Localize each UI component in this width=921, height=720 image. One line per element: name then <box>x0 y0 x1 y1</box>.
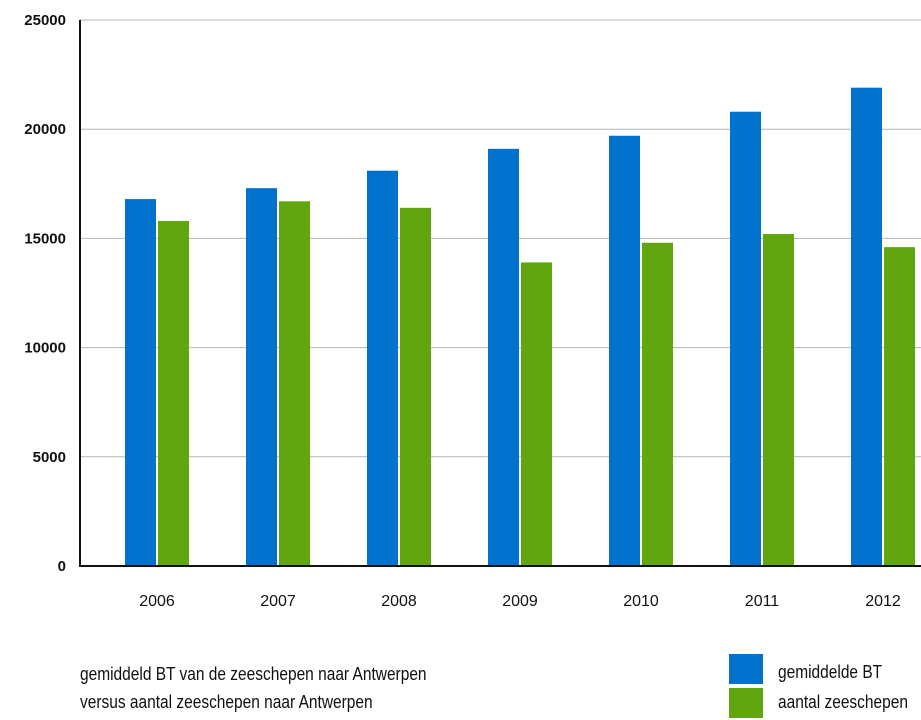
bar-aantal-zeeschepen-2012 <box>884 247 915 567</box>
y-tick-label: 25000 <box>24 12 66 29</box>
bar-gemiddelde-bt-2012 <box>851 87 882 566</box>
bar-aantal-zeeschepen-2009 <box>521 262 552 566</box>
axes <box>79 20 921 567</box>
x-tick-label: 2007 <box>260 593 296 610</box>
bar-aantal-zeeschepen-2010 <box>642 242 673 566</box>
y-tick-label: 10000 <box>24 340 66 357</box>
bar-aantal-zeeschepen-2011 <box>763 234 794 567</box>
legend-label-aantal-zeeschepen: aantal zeeschepen <box>778 692 908 712</box>
x-tick-label: 2010 <box>623 593 659 610</box>
bar-aantal-zeeschepen-2008 <box>400 207 431 566</box>
chart-caption-line-2: versus aantal zeeschepen naar Antwerpen <box>80 692 373 712</box>
legend-swatch-aantal-zeeschepen <box>729 688 763 718</box>
y-tick-label: 5000 <box>33 449 66 466</box>
x-tick-label: 2006 <box>139 593 175 610</box>
x-tick-label: 2008 <box>381 593 417 610</box>
bar-gemiddelde-bt-2007 <box>246 188 277 566</box>
chart-caption-line-1: gemiddeld BT van de zeeschepen naar Antw… <box>80 664 427 684</box>
x-tick-label: 2009 <box>502 593 538 610</box>
y-tick-labels: 0 5000 10000 15000 20000 25000 <box>24 12 66 575</box>
bar-gemiddelde-bt-2008 <box>367 170 398 567</box>
y-tick-label: 15000 <box>24 230 66 247</box>
y-tick-label: 20000 <box>24 121 66 138</box>
bar-aantal-zeeschepen-2006 <box>158 220 189 567</box>
x-tick-label: 2012 <box>865 593 901 610</box>
y-tick-label: 0 <box>58 558 66 575</box>
legend-swatch-gemiddelde-bt <box>729 654 763 684</box>
x-tick-label: 2011 <box>745 593 780 610</box>
bars <box>125 87 915 567</box>
bar-gemiddelde-bt-2009 <box>488 148 519 566</box>
bar-gemiddelde-bt-2011 <box>730 111 761 566</box>
legend-label-gemiddelde-bt: gemiddelde BT <box>778 662 883 682</box>
x-tick-labels: 2006 2007 2008 2009 2010 2011 2012 <box>139 593 901 610</box>
bar-aantal-zeeschepen-2007 <box>279 201 310 566</box>
bar-gemiddelde-bt-2006 <box>125 199 156 566</box>
bar-gemiddelde-bt-2010 <box>609 135 640 566</box>
